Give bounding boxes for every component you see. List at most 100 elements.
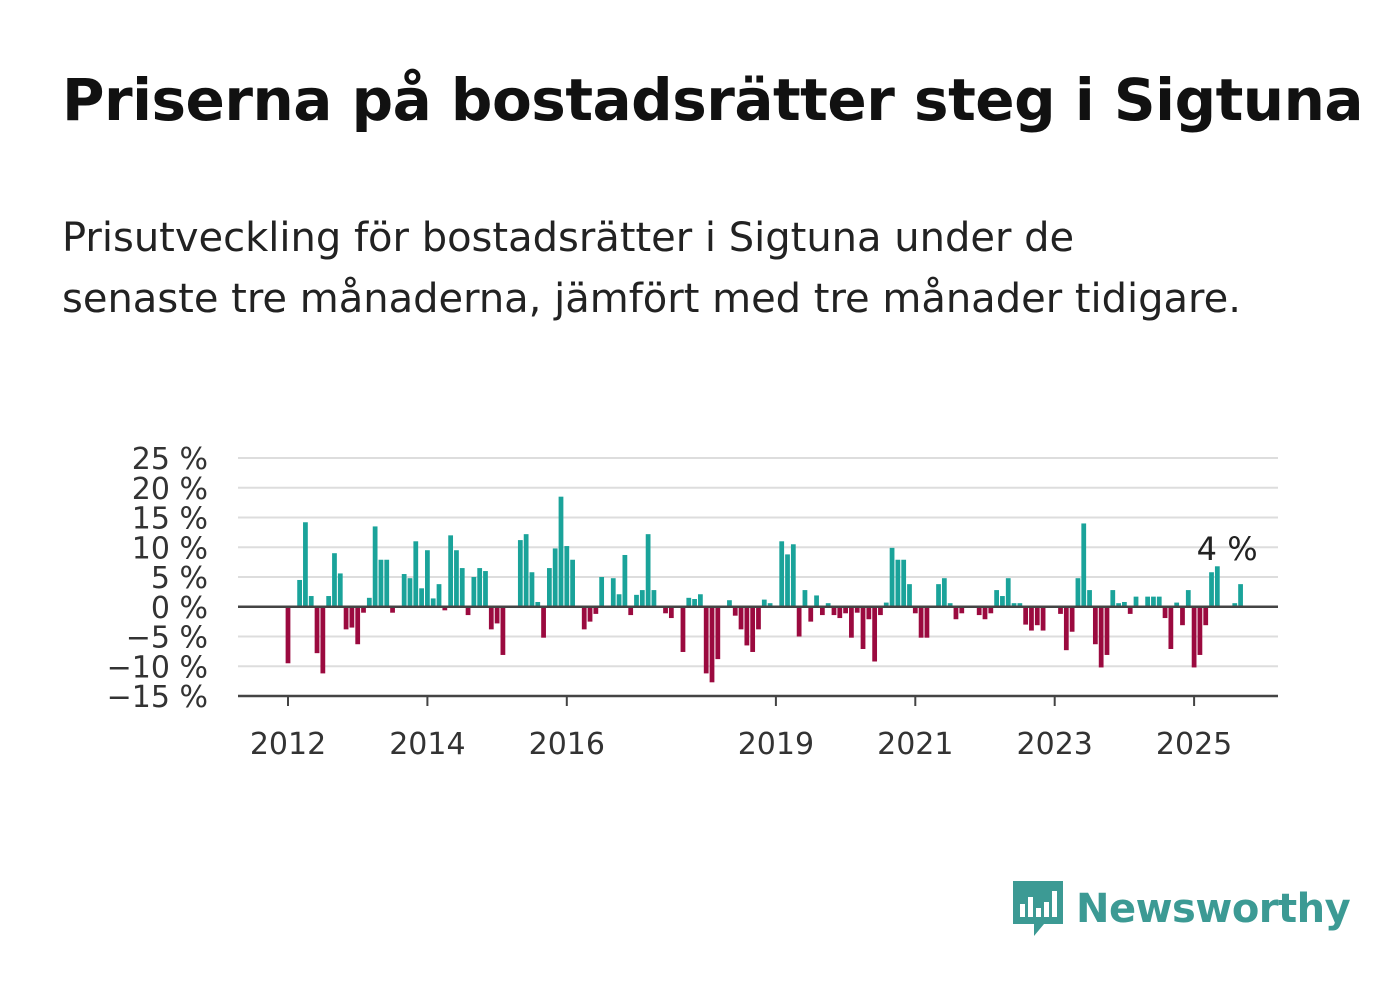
bar xyxy=(1156,596,1162,607)
bar xyxy=(425,550,430,607)
bar xyxy=(390,606,395,613)
bar xyxy=(819,606,825,616)
bar xyxy=(953,606,959,620)
bar xyxy=(454,550,459,607)
bar xyxy=(564,546,570,607)
bar xyxy=(1011,603,1017,607)
bar xyxy=(756,606,761,630)
bar xyxy=(912,606,918,614)
bar xyxy=(1209,572,1214,607)
bar xyxy=(947,603,953,607)
bar xyxy=(332,553,337,607)
bar xyxy=(413,541,419,607)
bar xyxy=(488,606,494,630)
bar xyxy=(326,596,332,607)
bar xyxy=(616,594,622,607)
bar xyxy=(738,606,744,630)
bar xyxy=(1005,578,1011,607)
bar xyxy=(471,577,477,607)
x-tick-label: 2019 xyxy=(738,727,814,762)
bar xyxy=(1081,523,1087,607)
x-tick-label: 2023 xyxy=(1017,727,1093,762)
bar xyxy=(1133,596,1139,607)
bar xyxy=(796,606,802,637)
bar xyxy=(610,578,616,607)
bar xyxy=(465,606,471,616)
bar xyxy=(355,606,361,645)
bar xyxy=(1232,603,1238,607)
bar xyxy=(785,554,790,607)
bar xyxy=(477,568,483,607)
bar xyxy=(750,606,756,652)
bar xyxy=(761,599,767,607)
x-tick-label: 2016 xyxy=(529,727,605,762)
newsworthy-icon xyxy=(1013,881,1063,936)
x-tick-label: 2014 xyxy=(389,727,465,762)
bar xyxy=(1151,596,1156,607)
bar xyxy=(703,606,709,674)
bar xyxy=(500,606,506,655)
bar xyxy=(1197,606,1203,655)
bar xyxy=(808,606,814,622)
bar xyxy=(651,590,657,607)
bar xyxy=(436,584,442,607)
bar xyxy=(599,577,605,607)
bar xyxy=(349,606,355,628)
bar xyxy=(570,559,575,607)
bar xyxy=(303,522,308,607)
bar xyxy=(982,606,988,620)
bar xyxy=(343,606,349,630)
bar xyxy=(1145,596,1151,607)
bar xyxy=(517,540,523,607)
bar xyxy=(680,606,686,652)
bar xyxy=(872,606,878,662)
bar xyxy=(692,599,697,607)
bar xyxy=(285,606,291,664)
annotation: 4 % xyxy=(1197,530,1258,568)
bar xyxy=(709,606,715,683)
bar xyxy=(401,574,407,607)
bar xyxy=(442,606,448,611)
bar xyxy=(668,606,674,619)
bar xyxy=(320,606,326,674)
bar xyxy=(1168,606,1174,649)
bar xyxy=(1214,566,1220,607)
bar xyxy=(814,595,819,607)
bar xyxy=(1098,606,1104,668)
bar xyxy=(494,606,500,624)
bar xyxy=(1203,606,1209,626)
bars xyxy=(285,496,1243,683)
bar xyxy=(889,547,895,607)
bar xyxy=(1238,584,1243,607)
bar xyxy=(535,601,541,607)
y-tick-label: 15 % xyxy=(132,502,208,537)
x-tick-label: 2012 xyxy=(250,727,326,762)
x-axis: 2012 2014 2016 2019 2021 2023 2025 xyxy=(238,605,1278,762)
bar xyxy=(924,606,930,638)
bar xyxy=(895,559,901,607)
bar xyxy=(314,606,320,654)
chart-title: Priserna på bostadsrätter steg i Sigtuna xyxy=(62,66,1364,134)
bar xyxy=(1029,606,1034,631)
bar xyxy=(622,554,628,607)
annotation-label: 4 % xyxy=(1197,530,1258,568)
bar xyxy=(587,606,593,622)
bar xyxy=(1122,601,1127,607)
bar xyxy=(361,606,366,613)
bar xyxy=(448,535,454,607)
bar xyxy=(1174,602,1180,607)
bar xyxy=(1185,590,1191,607)
chart-subtitle: Prisutveckling för bostadsrätter i Sigtu… xyxy=(62,215,1241,322)
y-tick-label: 0 % xyxy=(151,591,208,626)
bar xyxy=(698,594,703,607)
bar xyxy=(1040,606,1046,631)
bar xyxy=(337,573,343,607)
x-tick-label: 2025 xyxy=(1156,727,1232,762)
bar xyxy=(1034,606,1040,626)
bar xyxy=(663,606,668,614)
bar xyxy=(372,526,378,607)
bar xyxy=(1069,606,1075,632)
bar xyxy=(831,606,837,616)
bar xyxy=(790,544,796,607)
bar xyxy=(1162,606,1168,619)
